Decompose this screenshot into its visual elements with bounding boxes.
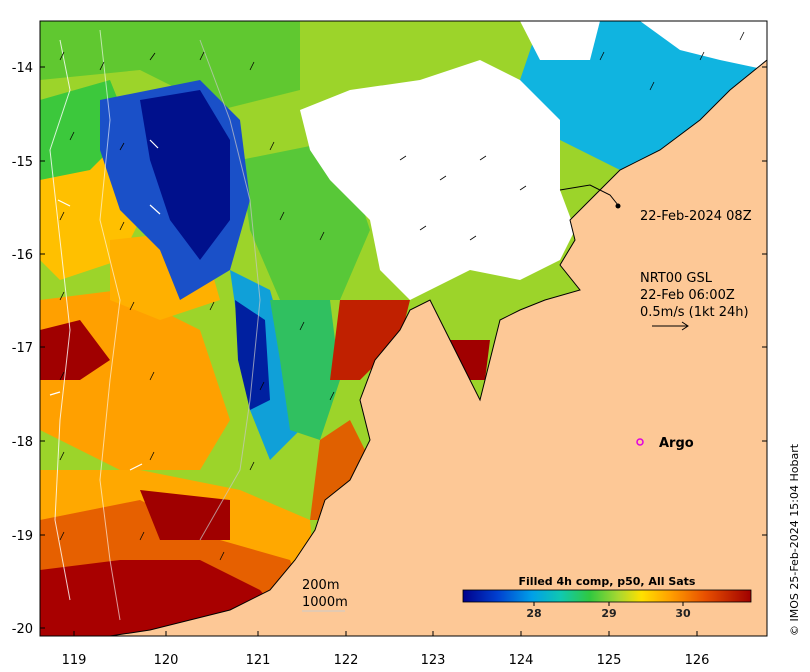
lon-tick-label: 122 [334,653,359,668]
lat-tick-label: -19 [12,529,33,544]
colorbar-tick: 29 [601,607,616,620]
colorbar-tick: 28 [526,607,541,620]
float-track [559,184,619,206]
lat-tick-label: -14 [12,61,33,76]
current-vectors [59,31,745,561]
lon-tick-labels: 119 120 121 122 123 124 125 126 [62,653,710,668]
lat-tick-label: -18 [12,435,33,450]
lat-tick-label: -20 [12,622,33,637]
sst-field [40,21,767,636]
current-scale-line1: NRT00 GSL [640,271,713,286]
lon-tick-label: 121 [246,653,271,668]
current-scale-arrow [652,321,689,331]
lat-tick-label: -15 [12,155,33,170]
argo-label: Argo [659,436,694,451]
colorbar-tick: 30 [675,607,691,620]
plot-frame [39,20,768,637]
current-scale-line3: 0.5m/s (1kt 24h) [640,305,749,320]
track-label: 22-Feb-2024 08Z [640,209,752,224]
lat-tick-labels: -14 -15 -16 -17 -18 -19 -20 [12,61,33,637]
lon-tick-label: 126 [685,653,710,668]
lat-tick-label: -16 [12,248,33,263]
depth-200-label: 200m [302,578,339,593]
lon-tick-label: 123 [421,653,446,668]
lon-tick-label: 124 [509,653,534,668]
lat-tick-label: -17 [12,341,33,356]
colorbar-gradient [462,589,752,603]
float-position [615,203,621,209]
colorbar-title: Filled 4h comp, p50, All Sats [519,575,696,588]
colorbar: Filled 4h comp, p50, All Sats 28 29 30 [462,575,752,620]
credit-text: © IMOS 25-Feb-2024 15:04 Hobart [788,443,801,636]
current-scale-line2: 22-Feb 06:00Z [640,288,735,303]
lon-tick-label: 119 [62,653,87,668]
land-mass [109,59,767,636]
lon-tick-label: 125 [597,653,622,668]
depth-1000-label: 1000m [302,595,348,610]
tick-marks [40,66,767,636]
lon-tick-label: 120 [154,653,179,668]
current-vectors-white [49,139,161,471]
argo-marker [636,438,644,446]
